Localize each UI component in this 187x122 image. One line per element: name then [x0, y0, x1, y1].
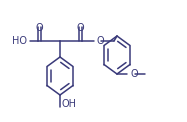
Text: HO: HO	[12, 36, 27, 46]
Text: O: O	[77, 23, 84, 33]
Text: O: O	[97, 36, 105, 46]
Text: OH: OH	[62, 99, 77, 109]
Text: O: O	[131, 69, 139, 79]
Text: O: O	[36, 23, 43, 33]
